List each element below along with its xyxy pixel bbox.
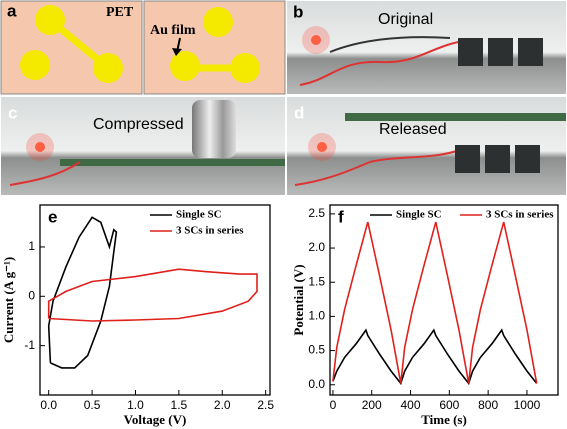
panel-b: b Original xyxy=(287,1,566,94)
data-line xyxy=(47,268,258,322)
legend-label: 3 SCs in series xyxy=(176,225,244,237)
caption: Compressed xyxy=(93,116,184,133)
y-tick-label: 1.0 xyxy=(308,309,325,323)
data-line xyxy=(332,221,538,384)
panel-label: f xyxy=(338,207,344,226)
y-tick-label: 0 xyxy=(28,288,35,302)
y-axis-label: Potential (V) xyxy=(291,264,306,335)
panel-d: d Released xyxy=(287,97,566,195)
x-tick-label: 1000 xyxy=(514,398,541,412)
x-tick-label: 0.5 xyxy=(84,398,101,412)
panel-c: c Compressed xyxy=(1,97,285,195)
annotation: Au film xyxy=(150,23,196,38)
x-tick-label: 1.5 xyxy=(171,398,188,412)
plot-frame xyxy=(329,204,559,396)
y-tick-label: -1 xyxy=(24,338,35,352)
y-tick-label: 1.5 xyxy=(308,274,325,288)
x-tick-label: 400 xyxy=(401,398,421,412)
x-tick-label: 0.0 xyxy=(40,398,57,412)
caption: Original xyxy=(378,11,433,28)
panel-label: e xyxy=(48,207,57,226)
annotation: PET xyxy=(106,5,134,20)
data-line xyxy=(47,216,118,369)
legend-label: Single SC xyxy=(396,209,442,221)
panel-label: d xyxy=(294,103,304,122)
data-line xyxy=(332,328,538,386)
legend-label: Single SC xyxy=(176,209,222,221)
panel-label: b xyxy=(293,2,303,21)
x-tick-label: 2.0 xyxy=(214,398,231,412)
y-tick-label: 2.0 xyxy=(308,240,325,254)
plot-frame xyxy=(39,204,271,396)
y-tick-label: 0.0 xyxy=(308,377,325,391)
legend-label: 3 SCs in series xyxy=(486,209,554,221)
x-axis-label: Voltage (V) xyxy=(124,412,187,427)
x-tick-label: 1.0 xyxy=(127,398,144,412)
y-tick-label: 0.5 xyxy=(308,343,325,357)
x-tick-label: 2.5 xyxy=(257,398,274,412)
y-axis-label: Current (A g⁻¹) xyxy=(1,257,16,343)
y-tick-label: 1 xyxy=(28,239,35,253)
panel-label: c xyxy=(8,103,17,122)
caption: Released xyxy=(379,121,447,138)
x-tick-label: 200 xyxy=(362,398,382,412)
x-axis-label: Time (s) xyxy=(421,412,467,427)
panel-label: a xyxy=(7,1,17,20)
x-tick-label: 600 xyxy=(439,398,459,412)
panel-a: a PET Au film xyxy=(0,0,286,95)
y-tick-label: 2.5 xyxy=(308,206,325,220)
x-tick-label: 0 xyxy=(330,398,337,412)
x-tick-label: 800 xyxy=(478,398,498,412)
